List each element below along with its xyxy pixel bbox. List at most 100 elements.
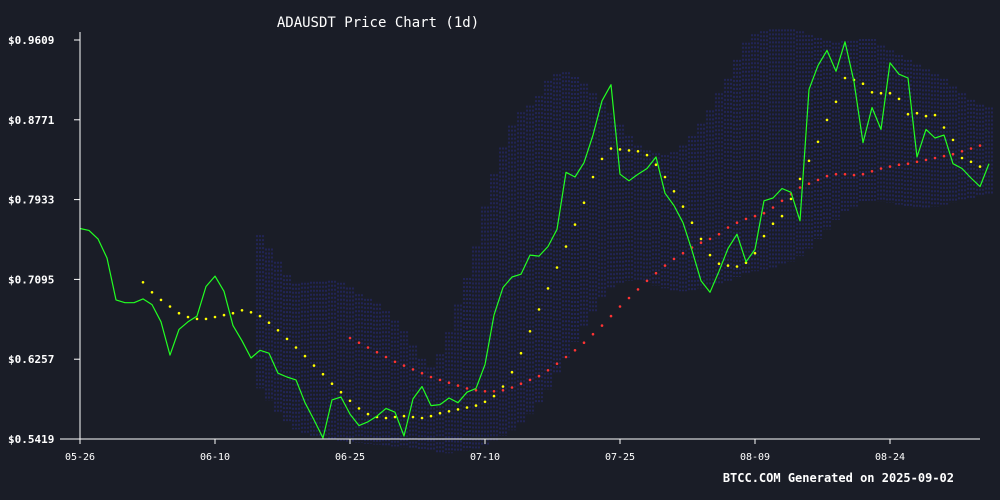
ma20-point (762, 234, 766, 238)
y-tick-label: $0.6257 (8, 353, 54, 366)
y-tick-label: $0.8771 (8, 114, 55, 127)
ma20-point (951, 138, 955, 142)
axis-layer: $0.5419 $0.6257 $0.7095 $0.7933 $0.8771 $0.96… (8, 32, 980, 463)
ma50-point (366, 346, 370, 349)
ma20-point (222, 313, 226, 317)
ma20-point (789, 197, 793, 201)
ma20-point (645, 153, 649, 157)
ma50-point (735, 221, 739, 224)
ma20-point (681, 205, 685, 208)
ma50-point (537, 374, 541, 378)
ma20-point (636, 150, 640, 153)
ma20-point (843, 76, 847, 80)
ma50-point (699, 241, 703, 244)
ma20-point (267, 321, 271, 325)
ma20-point (897, 97, 901, 101)
ma20-point (150, 291, 154, 294)
ma20-point (537, 308, 541, 311)
y-tick-label: $0.5419 (8, 433, 54, 446)
ma20-point (519, 351, 523, 355)
ma20-point (186, 315, 190, 319)
ma20-point (555, 266, 559, 269)
ma20-point (600, 157, 604, 161)
y-tick-label: $0.7933 (8, 194, 54, 207)
ma50-point (897, 163, 901, 166)
ma50-point (906, 162, 910, 165)
x-tick-label: 07-10 (470, 452, 500, 463)
ma20-point (816, 140, 820, 144)
x-tick-label: 06-25 (335, 452, 365, 463)
ma20-point (663, 175, 667, 179)
ma50-point (645, 279, 649, 283)
ma20-point (447, 410, 451, 413)
ma50-point (753, 214, 757, 218)
ma50-point (627, 296, 631, 300)
ma20-point (276, 329, 280, 332)
ma50-point (465, 387, 469, 390)
ma20-point (780, 214, 784, 218)
ma20-point (483, 400, 487, 404)
ma20-point (690, 221, 694, 224)
ma50-point (969, 147, 973, 150)
ma50-point (942, 154, 946, 158)
ma20-point (213, 315, 217, 319)
ma20-point (699, 237, 703, 241)
ma20-point (627, 149, 631, 152)
ma20-point (933, 113, 937, 117)
ma20-point (492, 394, 496, 398)
x-tick-label: 06-10 (200, 452, 230, 463)
ma20-point (528, 330, 532, 333)
ma20-point (807, 159, 811, 163)
ma20-point (303, 354, 307, 358)
ma20-point (906, 112, 910, 116)
ma20-point (924, 114, 928, 118)
ma20-point (249, 311, 253, 314)
ma50-point (663, 264, 667, 267)
ma50-point (438, 378, 442, 382)
x-tick-label: 08-09 (740, 452, 770, 463)
ma50-point (555, 362, 559, 366)
ma20-point (609, 147, 613, 150)
ma50-point (798, 186, 802, 189)
ma50-point (636, 288, 640, 291)
ma50-point (861, 172, 865, 176)
ma20-point (618, 148, 622, 151)
ma20-point (834, 100, 838, 104)
ma50-point (591, 332, 595, 336)
ma20-point (582, 201, 586, 204)
ma20-point (465, 406, 469, 409)
ma50-point (564, 355, 568, 359)
ma20-point (474, 404, 478, 407)
ma20-point (330, 382, 334, 386)
ma20-point (573, 223, 577, 226)
ma20-point (969, 160, 973, 164)
ma20-point (195, 317, 199, 321)
ma50-point (528, 378, 532, 382)
ma50-point (618, 305, 622, 308)
ma50-point (357, 341, 361, 345)
ma50-point (384, 355, 388, 359)
ma50-point (510, 386, 514, 389)
ma50-point (825, 174, 829, 178)
price-layer (79, 41, 990, 439)
ma20-point (708, 253, 712, 257)
ma20-point (960, 156, 964, 160)
ma50-point (771, 206, 775, 209)
ma20-point (564, 245, 568, 248)
ma20-point (744, 261, 748, 265)
ma50-point (546, 369, 550, 372)
ma50-point (726, 226, 730, 229)
x-tick-label: 08-24 (875, 452, 905, 463)
ma50-point (807, 182, 811, 185)
ma20-point (672, 190, 676, 193)
ma20-point (231, 311, 235, 315)
ma50-point (708, 237, 712, 241)
ma20-point (366, 412, 370, 416)
chart-footer: BTCC.COM Generated on 2025-09-02 (723, 471, 954, 485)
ma20-point (168, 305, 172, 308)
ma50-point (681, 251, 685, 255)
ma20-point (771, 222, 775, 225)
ma50-point (393, 360, 397, 364)
